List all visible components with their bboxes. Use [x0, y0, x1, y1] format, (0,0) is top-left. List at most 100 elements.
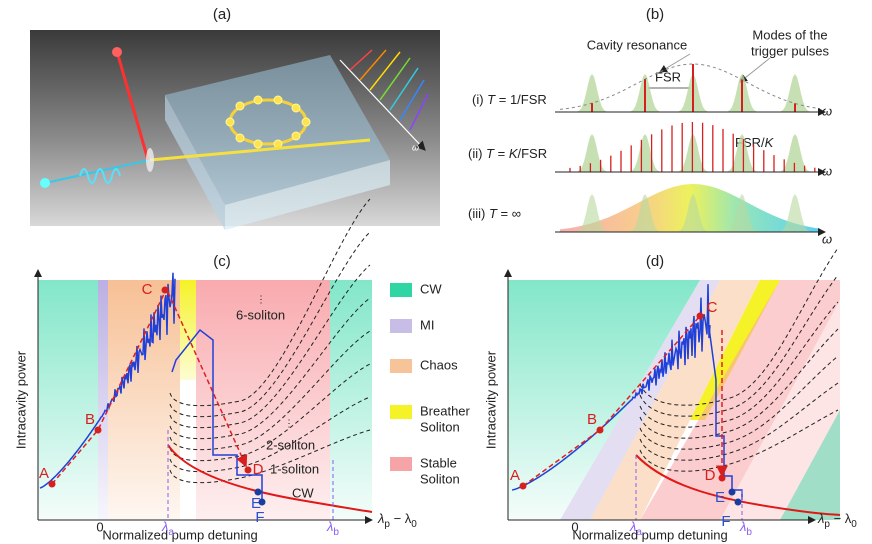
- region-stable: [720, 300, 840, 520]
- lambda-b: λb: [326, 519, 339, 537]
- point-label: D: [253, 461, 264, 478]
- trigger-pulse: [79, 168, 121, 184]
- point: [258, 498, 266, 506]
- text: p: [824, 519, 830, 530]
- lambda-a: λa: [161, 519, 174, 537]
- pointer: [739, 57, 771, 83]
- resonance: [629, 194, 661, 232]
- point: [596, 426, 604, 434]
- panel-label: (d): [646, 253, 664, 270]
- region-cw: [780, 410, 840, 520]
- chip-side: [225, 160, 390, 230]
- zero-label: 0: [96, 519, 103, 534]
- point-label: A: [39, 465, 49, 482]
- x-axis-symbol: λp − λ0: [817, 511, 857, 529]
- text: 0: [851, 519, 857, 530]
- resonance: [726, 134, 758, 172]
- cw-label: CW: [292, 485, 314, 500]
- source: [40, 178, 50, 188]
- chip: [165, 55, 390, 205]
- panel-c: (c) Intracavity power Normalized pump de…: [13, 198, 417, 542]
- text: λ: [817, 511, 824, 526]
- branch: [169, 264, 371, 429]
- y-axis-label: Intracavity power: [13, 350, 28, 449]
- legend-swatch: [390, 405, 412, 419]
- point-label: C: [142, 281, 153, 298]
- text: T: [487, 92, 496, 107]
- point: [161, 286, 169, 294]
- axis-label: ω: [822, 231, 832, 246]
- region-cw: [330, 280, 372, 520]
- point: [734, 498, 742, 506]
- resonance: [629, 134, 661, 172]
- text: (i): [472, 92, 487, 107]
- x-axis-label: Normalized pump detuning: [102, 527, 257, 542]
- text: λ: [739, 519, 746, 534]
- legend-label: Chaos: [420, 357, 458, 372]
- x-axis-label: Normalized pump detuning: [572, 527, 727, 542]
- chip-side: [165, 95, 225, 230]
- branch: [639, 355, 839, 450]
- point: [728, 488, 736, 496]
- lens: [146, 148, 154, 172]
- pointer: [659, 53, 691, 73]
- point: [696, 312, 704, 320]
- point-label: D: [705, 467, 716, 484]
- panel-label: (a): [213, 6, 231, 23]
- text: (ii): [468, 146, 486, 161]
- branch: [639, 274, 839, 417]
- region-cw: [508, 280, 700, 520]
- text: p: [384, 519, 390, 530]
- region-breather: [690, 280, 780, 420]
- legend-swatch: [390, 283, 412, 297]
- ellipsis: ⋮: [284, 419, 294, 430]
- resonance: [726, 194, 758, 232]
- text: T: [486, 146, 495, 161]
- point-label: E: [251, 495, 261, 512]
- legend-swatch: [390, 457, 412, 471]
- freq-axis: [339, 59, 426, 151]
- legend-swatch: [390, 359, 412, 373]
- region-mi: [98, 280, 108, 520]
- envelope: [559, 63, 821, 110]
- axis-label: ω: [822, 163, 832, 178]
- row-label: (i) T = 1/FSR: [472, 92, 547, 107]
- x-axis-symbol: λp − λ0: [377, 511, 417, 529]
- point: [254, 488, 262, 496]
- text: = 1/FSR: [495, 92, 547, 107]
- panel-label: (c): [213, 253, 231, 270]
- annotation: Modes of the: [752, 27, 827, 42]
- legend-label: CW: [420, 281, 442, 296]
- text: K: [765, 135, 775, 150]
- region-chaos: [108, 280, 180, 520]
- resonance: [576, 194, 608, 232]
- text: 0: [411, 519, 417, 530]
- text: (iii): [468, 206, 489, 221]
- row-label: (iii) T = ∞: [468, 206, 521, 221]
- legend-label: Soliton: [420, 471, 460, 486]
- branch: [639, 382, 839, 461]
- panel-label: (b): [646, 6, 664, 23]
- panel-a: (a) ω: [30, 6, 440, 230]
- annotation: FSR: [655, 69, 681, 84]
- point-label: B: [85, 411, 95, 428]
- point: [519, 482, 527, 490]
- y-axis-label: Intracavity power: [483, 350, 498, 449]
- text: b: [746, 527, 752, 538]
- text: = ∞: [497, 206, 521, 221]
- spectrum: [349, 49, 429, 131]
- resonance: [677, 194, 709, 232]
- branch: [639, 328, 839, 439]
- text: λ: [161, 519, 168, 534]
- zero-label: 0: [571, 519, 578, 534]
- pulses: [225, 95, 311, 149]
- text: λ: [629, 519, 636, 534]
- branch: [639, 409, 839, 472]
- point-label: A: [510, 467, 520, 484]
- text: /FSR: [518, 146, 548, 161]
- point: [244, 466, 252, 474]
- cw-branch: [167, 444, 373, 513]
- resonance: [779, 194, 811, 232]
- branch: [169, 297, 371, 440]
- row-label: (ii) T = K/FSR: [468, 146, 547, 161]
